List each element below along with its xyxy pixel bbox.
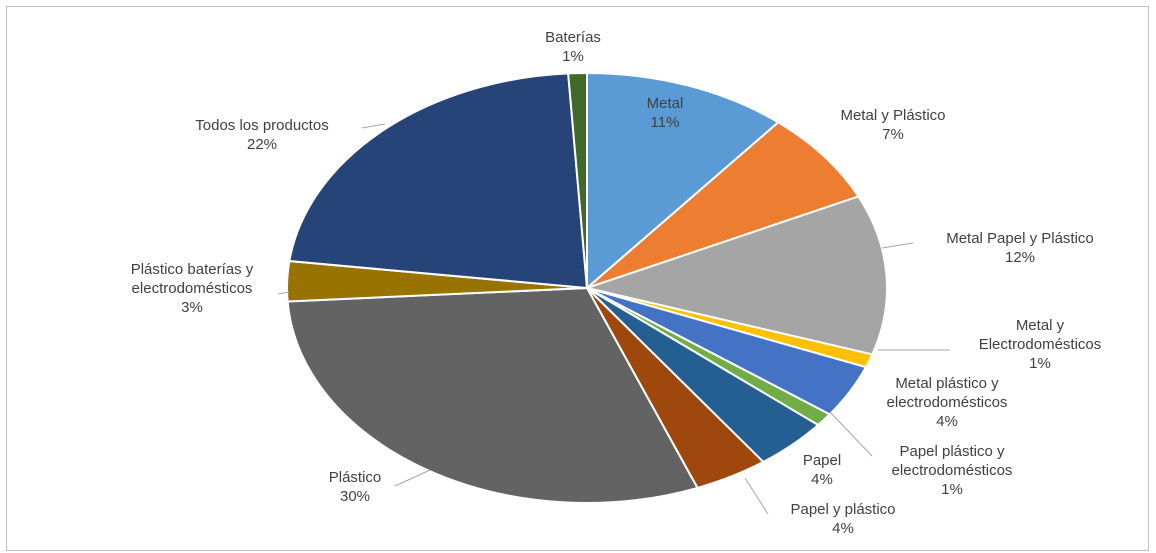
- data-label-6: Papel plástico y electrodomésticos 1%: [892, 443, 1013, 498]
- data-label-category: Metal y: [1016, 317, 1065, 334]
- data-label-percent: 30%: [340, 488, 370, 505]
- data-label-percent: 4%: [832, 520, 854, 537]
- leader-line-6: [829, 411, 873, 457]
- leader-line-3: [881, 242, 914, 249]
- pie-slice-3: [583, 195, 888, 356]
- data-label-percent: 3%: [181, 299, 203, 316]
- data-label-category: Plástico baterías y: [131, 261, 254, 278]
- data-label-12: Baterías 1%: [545, 29, 601, 65]
- data-label-category: electrodomésticos: [132, 280, 253, 297]
- leader-line-11: [361, 123, 386, 129]
- data-label-percent: 4%: [936, 413, 958, 430]
- leader-lines: [277, 123, 950, 515]
- data-label-1: Metal 11%: [647, 95, 684, 131]
- leader-line-8: [744, 477, 769, 515]
- data-label-category: Electrodomésticos: [979, 336, 1102, 353]
- data-label-category: Papel plástico y: [899, 443, 1005, 460]
- data-label-4: Metal y Electrodomésticos 1%: [979, 317, 1102, 372]
- data-label-10: Plástico baterías y electrodomésticos 3%: [131, 261, 254, 316]
- leader-line-10: [277, 291, 290, 295]
- data-label-percent: 4%: [811, 471, 833, 488]
- data-label-category: electrodomésticos: [892, 462, 1013, 479]
- data-label-percent: 11%: [651, 114, 680, 131]
- data-label-2: Metal y Plástico 7%: [840, 107, 945, 143]
- pie-slice-1: [586, 71, 780, 291]
- pie-slice-12: [567, 71, 588, 289]
- data-label-11: Todos los productos 22%: [195, 117, 328, 153]
- data-label-percent: 1%: [941, 481, 963, 498]
- pie-slice-9: [286, 286, 699, 504]
- data-label-category: Papel y plástico: [790, 501, 895, 518]
- data-label-percent: 7%: [882, 126, 904, 143]
- data-label-percent: 12%: [1005, 249, 1035, 266]
- pie-slice-2: [586, 121, 860, 289]
- data-label-9: Plástico 30%: [329, 469, 382, 505]
- data-label-category: Metal plástico y: [895, 375, 999, 392]
- data-labels: Metal 11% Metal y Plástico 7% Metal Papel y …: [131, 29, 1102, 537]
- data-label-percent: 22%: [247, 136, 277, 153]
- data-label-8: Papel y plástico 4%: [790, 501, 895, 537]
- data-label-category: Baterías: [545, 29, 601, 46]
- pie-slice-11: [288, 72, 589, 290]
- data-label-category: Metal Papel y Plástico: [946, 230, 1094, 247]
- data-label-percent: 1%: [1029, 355, 1051, 372]
- data-label-category: Plástico: [329, 469, 382, 486]
- data-label-5: Metal plástico y electrodomésticos 4%: [887, 375, 1008, 430]
- data-label-7: Papel 4%: [803, 452, 841, 488]
- data-label-category: Todos los productos: [195, 117, 328, 134]
- data-label-category: Metal: [647, 95, 684, 112]
- data-label-3: Metal Papel y Plástico 12%: [946, 230, 1094, 266]
- data-label-category: Papel: [803, 452, 841, 469]
- pie-slices: [286, 71, 888, 504]
- leader-line-9: [394, 469, 431, 487]
- data-label-category: electrodomésticos: [887, 394, 1008, 411]
- data-label-category: Metal y Plástico: [840, 107, 945, 124]
- data-label-percent: 1%: [562, 48, 584, 65]
